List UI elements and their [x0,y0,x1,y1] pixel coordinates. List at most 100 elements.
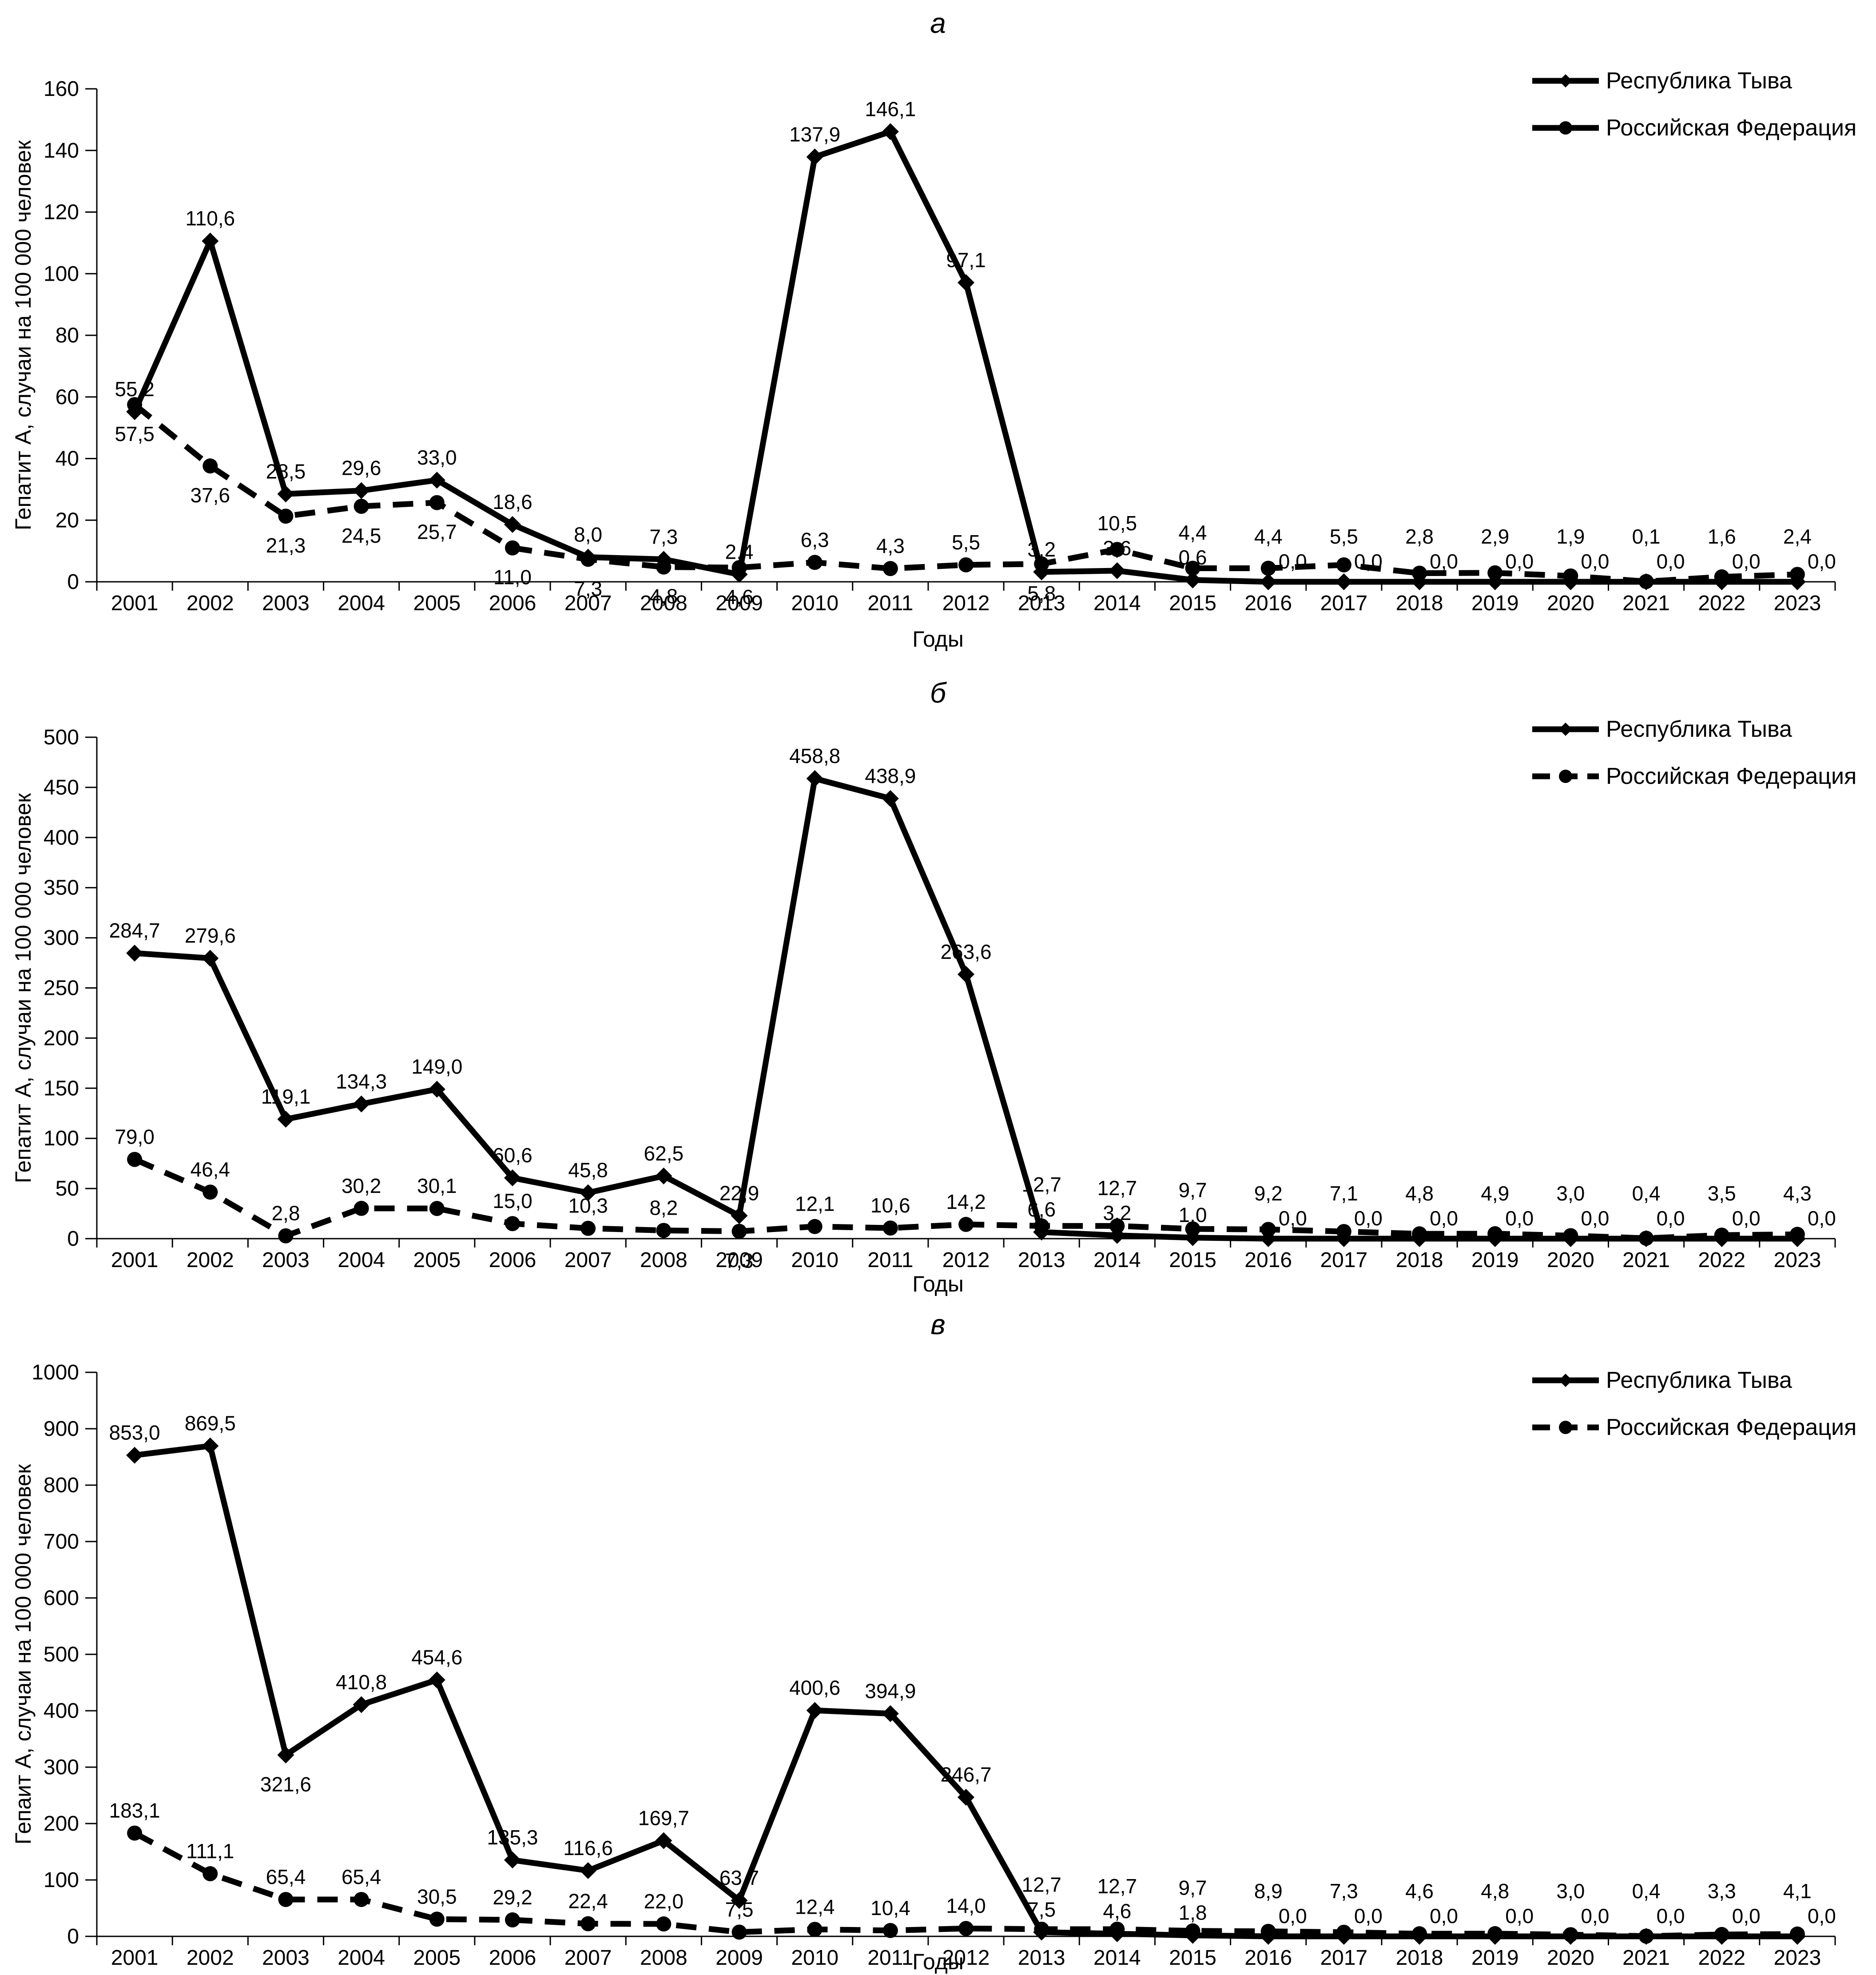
circle-marker [656,559,672,575]
circle-marker [731,1224,747,1239]
circle-marker [1638,574,1654,589]
data-labels: 55,2 57,5 110,6 37,6 28,5 21,3 29,6 24,5 33,0 25,… [115,97,1836,608]
circle-marker [1034,1921,1049,1937]
rf-value-label: 9,2 [1254,1182,1283,1205]
year-label: 2015 [1169,1248,1216,1272]
rf-value-label: 4,8 [1481,1880,1509,1903]
tyva-value-label: 279,6 [185,924,236,947]
circle-marker [203,458,218,474]
circle-marker [1109,542,1125,557]
year-label: 2014 [1093,1946,1141,1970]
circle-marker [1789,1926,1805,1942]
y-tick-label: 400 [44,1699,79,1723]
circle-marker [1789,567,1805,582]
legend-item-rf: Российская Федерация [1532,763,1856,790]
tyva-value-label: 45,8 [568,1159,608,1182]
chart-b-y-axis-title: Гепатит А, случаи на 100 000 человек [11,793,36,1184]
year-label: 2015 [1169,592,1216,615]
y-tick-label: 0 [67,570,79,594]
tyva-value-label: 62,5 [644,1142,684,1165]
tyva-value-label: 869,5 [185,1412,236,1435]
tyva-value-label: 0,0 [1657,550,1685,573]
rf-value-label: 4,3 [876,534,905,557]
tyva-value-label: 134,3 [336,1070,387,1093]
year-label: 2022 [1698,1946,1745,1970]
rf-value-label: 4,6 [1405,1880,1434,1903]
tyva-value-label: 6,6 [1027,1198,1056,1221]
year-label: 2005 [413,592,461,615]
y-tick-label: 500 [44,726,79,749]
year-label: 2007 [564,592,612,615]
tyva-value-label: 0,0 [1581,550,1609,573]
legend-item-tyva: Республика Тыва [1532,1367,1856,1394]
tyva-value-label: 0,0 [1354,1207,1383,1230]
year-label: 2023 [1774,1946,1821,1970]
circle-marker [354,1892,369,1907]
rf-value-label: 30,1 [417,1174,457,1197]
rf-value-label: 12,1 [795,1192,835,1216]
circle-marker [580,1220,596,1236]
x-tick-labels: 2001 2002 2003 2004 2005 2006 2007 2008 2009 2010… [111,592,1821,615]
circle-marker [127,1825,143,1841]
tyva-value-label: 0,0 [1430,550,1458,573]
y-tick-label: 50 [56,1177,79,1200]
year-label: 2018 [1396,1248,1443,1272]
year-label: 2003 [262,1248,310,1272]
rf-value-label: 11,0 [493,566,532,589]
y-tick-label: 100 [44,1127,79,1150]
rf-value-label: 12,7 [1097,1176,1137,1200]
circle-marker [1559,770,1572,783]
rf-value-label: 30,5 [417,1885,457,1908]
circle-marker [656,1223,672,1238]
diamond-marker [655,1167,672,1184]
chart-a-y-axis-title: Гепатит А, случаи на 100 000 человек [11,140,36,531]
tyva-value-label: 0,0 [1505,550,1534,573]
circle-marker [1559,121,1572,135]
tyva-value-label: 454,6 [411,1646,462,1669]
rf-value-label: 12,7 [1021,1173,1061,1196]
circle-marker [203,1866,218,1881]
rf-value-label: 3,5 [1708,1182,1736,1205]
diamond-marker [580,1862,597,1879]
chart-v-y-axis-title: Гепаит А, случаи на 100 000 человек [11,1464,36,1845]
year-label: 2002 [187,1248,234,1272]
rf-value-label: 29,2 [493,1886,533,1909]
tyva-value-label: 263,6 [940,940,991,963]
tyva-value-label: 0,0 [1354,1904,1383,1927]
tyva-value-label: 438,9 [865,764,916,787]
diamond-marker [958,966,974,983]
year-label: 2011 [867,592,913,615]
year-label: 2017 [1320,1946,1367,1970]
rf-value-label: 4,3 [1783,1182,1812,1205]
tyva-value-label: 0,0 [1279,550,1307,573]
circle-marker [429,1201,445,1216]
circle-marker [1412,1226,1427,1242]
diamond-marker [277,1111,294,1128]
tyva-value-label: 0,0 [1808,550,1836,573]
diamond-marker [202,1437,219,1454]
year-label: 2004 [338,1248,385,1272]
y-tick-label: 100 [44,262,79,286]
diamond-marker [277,485,294,503]
rf-value-label: 10,4 [870,1896,910,1919]
year-label: 2023 [1774,1248,1821,1272]
chart-a-x-axis-title: Годы [912,627,964,652]
y-tick-label: 300 [44,1756,79,1779]
rf-value-label: 10,3 [568,1194,608,1217]
diamond-marker [277,1746,294,1764]
year-label: 2013 [1018,1946,1065,1970]
year-label: 2020 [1547,1248,1594,1272]
diamond-marker [882,1705,899,1722]
legend-item-tyva: Республика Тыва [1532,716,1856,743]
chart-b-title: б [930,677,946,709]
tyva-value-label: 0,0 [1657,1207,1685,1230]
rf-value-label: 0,1 [1632,525,1661,548]
tyva-line-swatch-icon [1532,723,1599,736]
tyva-value-label: 410,8 [336,1670,387,1693]
circle-marker [429,495,445,510]
diamond-marker [1559,1374,1572,1387]
circle-marker [1487,565,1503,580]
circle-marker [127,1152,143,1167]
